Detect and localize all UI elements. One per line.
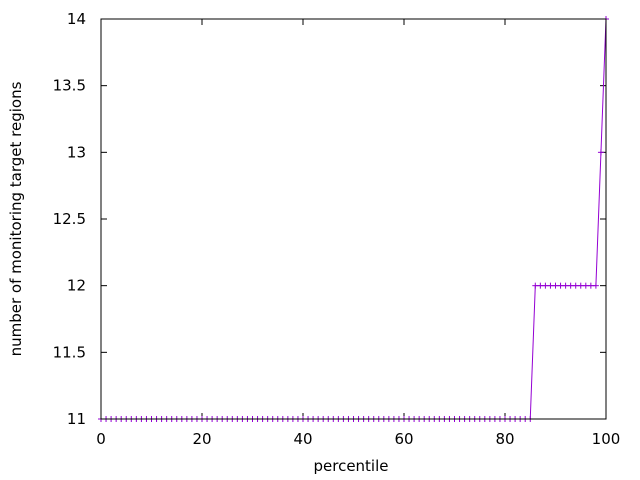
data-point-marker	[567, 282, 574, 289]
data-point-marker	[532, 282, 539, 289]
axis-ticks	[100, 18, 607, 420]
y-tick-label: 11	[67, 410, 86, 428]
data-point-marker	[547, 282, 554, 289]
data-point-marker	[557, 282, 564, 289]
x-tick-label: 20	[192, 430, 211, 448]
data-point-marker	[542, 282, 549, 289]
x-tick-label: 0	[96, 430, 106, 448]
data-point-marker	[577, 282, 584, 289]
data-point-marker	[597, 149, 604, 156]
data-point-marker	[592, 282, 599, 289]
x-axis-label: percentile	[313, 457, 388, 475]
y-axis-label: number of monitoring target regions	[7, 81, 25, 356]
data-point-marker	[562, 282, 569, 289]
data-point-marker	[587, 282, 594, 289]
x-tick-label: 40	[293, 430, 312, 448]
plot-frame	[100, 18, 607, 420]
y-tick-label: 13.5	[53, 77, 86, 95]
y-tick-label: 14	[67, 10, 86, 28]
y-tick-label: 11.5	[53, 343, 86, 361]
data-point-marker	[582, 282, 589, 289]
data-point-marker	[552, 282, 559, 289]
series-layer	[98, 16, 609, 422]
data-point-marker	[572, 282, 579, 289]
x-tick-label: 100	[592, 430, 621, 448]
y-tick-label: 13	[67, 143, 86, 161]
y-tick-label: 12	[67, 277, 86, 295]
tick-labels: 0 20 40 60 80 100 11 11.5 12 12.5 13 13.5 14	[53, 10, 621, 448]
x-tick-label: 60	[394, 430, 413, 448]
data-point-marker	[537, 282, 544, 289]
y-tick-label: 12.5	[53, 210, 86, 228]
x-tick-label: 80	[495, 430, 514, 448]
series-line	[101, 18, 607, 420]
